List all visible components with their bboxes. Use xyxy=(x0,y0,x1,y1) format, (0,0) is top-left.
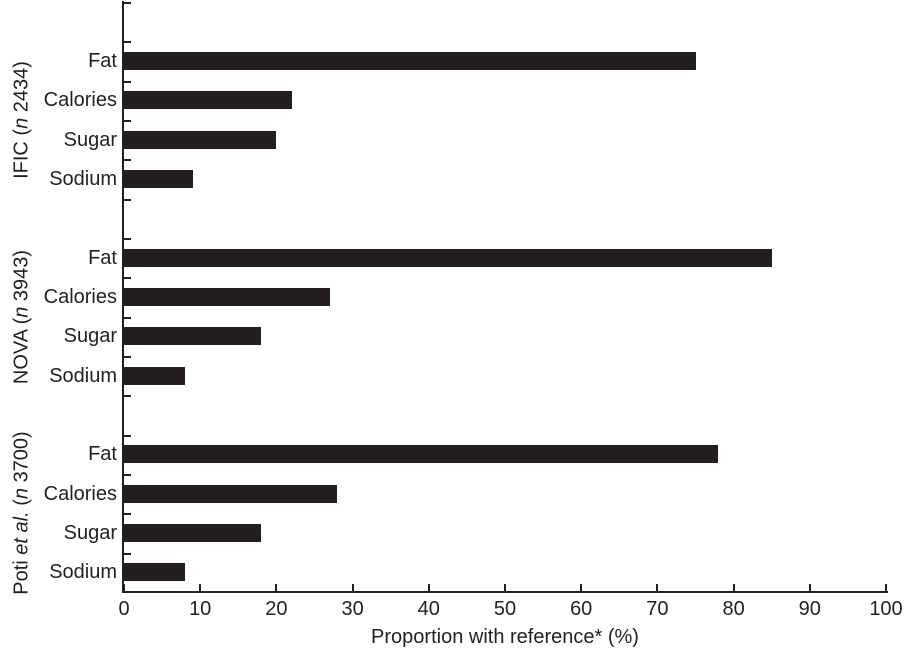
x-tick-label: 0 xyxy=(118,598,130,620)
x-axis-tick xyxy=(199,584,202,591)
x-axis-tick xyxy=(656,584,659,591)
x-axis-tick xyxy=(580,584,583,591)
bar xyxy=(124,563,185,582)
y-axis-tick xyxy=(124,198,131,201)
bar xyxy=(124,366,185,385)
y-axis-tick xyxy=(124,277,131,280)
category-label: Fat xyxy=(88,246,117,269)
x-tick-label: 80 xyxy=(722,598,745,620)
x-axis-title: Proportion with reference* (%) xyxy=(371,626,639,648)
y-axis-tick xyxy=(124,41,131,44)
x-tick-label: 100 xyxy=(869,598,903,620)
group-label: IFIC (n 2434) xyxy=(11,61,34,179)
y-axis-tick xyxy=(124,395,131,398)
y-axis-tick xyxy=(124,2,131,4)
x-axis-tick xyxy=(732,584,735,591)
x-axis-line xyxy=(122,591,888,593)
x-tick-label: 50 xyxy=(493,598,517,620)
y-axis-tick xyxy=(124,237,131,240)
x-tick-label: 90 xyxy=(798,598,821,620)
category-label: Calories xyxy=(43,89,117,112)
category-label: Calories xyxy=(43,285,117,308)
x-tick-label: 30 xyxy=(341,598,364,620)
x-axis-tick xyxy=(427,584,430,591)
bar xyxy=(124,248,772,267)
bar xyxy=(124,91,292,110)
x-tick-label: 60 xyxy=(570,598,593,620)
y-axis-line xyxy=(122,1,124,593)
x-axis-tick xyxy=(351,584,354,591)
x-tick-label: 40 xyxy=(417,598,440,620)
category-label: Sugar xyxy=(63,128,117,151)
y-axis-tick xyxy=(124,552,131,555)
bar xyxy=(124,169,193,188)
y-axis-tick xyxy=(124,316,131,319)
category-label: Calories xyxy=(43,482,117,505)
x-axis-tick xyxy=(504,584,506,591)
x-axis-tick xyxy=(885,584,887,591)
x-axis-tick xyxy=(275,584,278,591)
x-tick-label: 10 xyxy=(189,598,212,620)
x-axis-tick xyxy=(123,584,125,591)
y-axis-tick xyxy=(124,355,131,358)
y-axis-tick xyxy=(124,434,131,437)
x-axis-tick xyxy=(808,584,811,591)
y-axis-tick xyxy=(124,80,131,83)
category-label: Sodium xyxy=(49,167,117,190)
category-label: Sugar xyxy=(63,521,117,544)
category-label: Sodium xyxy=(49,364,117,387)
bar xyxy=(124,130,277,149)
bar xyxy=(124,523,262,542)
y-axis-tick xyxy=(124,513,131,516)
y-axis-tick xyxy=(124,159,131,162)
x-tick-label: 20 xyxy=(265,598,288,620)
bar xyxy=(124,327,262,346)
bar xyxy=(124,484,338,503)
y-axis-tick xyxy=(124,473,131,476)
bar xyxy=(124,287,330,306)
category-label: Fat xyxy=(88,443,117,466)
category-label: Fat xyxy=(88,49,117,72)
bar xyxy=(124,445,719,464)
bar xyxy=(124,51,696,70)
y-axis-tick xyxy=(124,119,131,122)
category-label: Sugar xyxy=(63,325,117,348)
category-label: Sodium xyxy=(49,561,117,584)
x-tick-label: 70 xyxy=(646,598,669,620)
